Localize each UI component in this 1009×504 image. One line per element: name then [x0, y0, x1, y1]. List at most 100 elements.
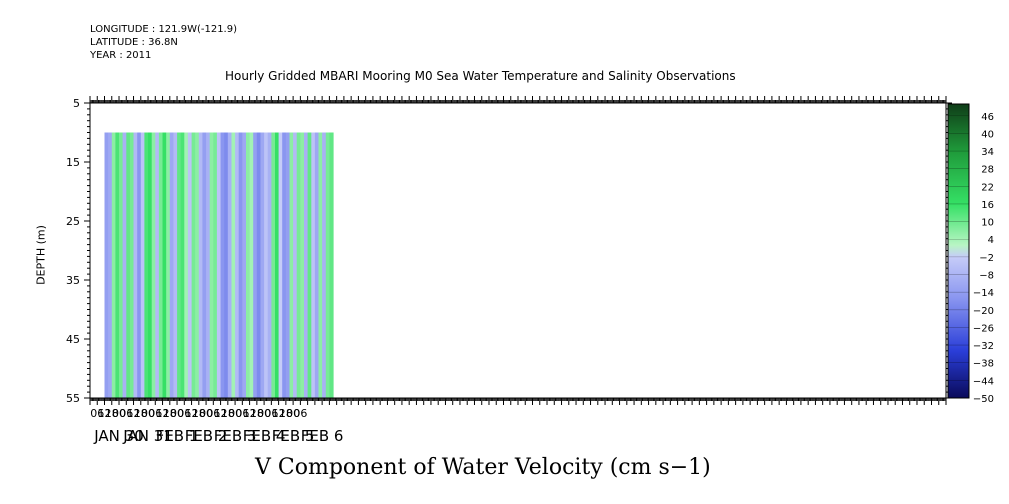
heatmap-band: [285, 132, 291, 398]
heatmap-band: [148, 132, 153, 398]
heatmap-band: [144, 132, 149, 398]
heatmap-band: [173, 132, 178, 398]
y-tick-label: 35: [66, 274, 80, 287]
heatmap-band: [169, 132, 174, 398]
x-day-label: FEB 3: [214, 427, 257, 445]
y-tick-label: 55: [66, 392, 80, 405]
heatmap-band: [206, 132, 211, 398]
x-tick-label: 18: [192, 407, 206, 420]
x-axis-title: V Component of Water Velocity (cm s−1): [255, 455, 711, 480]
x-tick-label: 18: [163, 407, 177, 420]
x-tick-label: 12: [185, 407, 199, 420]
heatmap-band: [158, 132, 164, 398]
colorbar-tick-label: 46: [981, 112, 994, 123]
colorbar-tick-label: 16: [981, 200, 994, 211]
heatmap-band: [119, 132, 124, 398]
heatmap-band: [129, 132, 135, 398]
x-tick-label: 18: [105, 407, 119, 420]
heatmap-band: [191, 132, 196, 398]
heatmap-band: [271, 132, 276, 398]
heatmap-band: [304, 132, 309, 398]
heatmap-band: [115, 132, 120, 398]
heatmap-band: [180, 132, 185, 398]
x-tick-label: 06: [90, 407, 104, 420]
x-tick-label: 00: [199, 407, 213, 420]
x-day-label: FEB 1: [156, 427, 199, 445]
x-tick-label: 00: [286, 407, 300, 420]
heatmap-band: [209, 132, 214, 398]
x-tick-label: 06: [293, 407, 307, 420]
colorbar-tick-label: −8: [979, 271, 994, 282]
heatmap-band: [242, 132, 247, 398]
heatmap-band: [151, 132, 156, 398]
heatmap-band: [260, 132, 265, 398]
heatmap-band: [314, 132, 320, 398]
heatmap-band: [238, 132, 243, 398]
heatmap-band: [231, 132, 236, 398]
heatmap-band: [278, 132, 283, 398]
colorbar-tick-label: −44: [973, 376, 994, 387]
x-day-label: JAN 30: [93, 427, 144, 445]
x-tick-label: 00: [112, 407, 126, 420]
x-tick-label: 06: [177, 407, 191, 420]
y-tick-label: 25: [66, 215, 80, 228]
colorbar-tick-label: −20: [973, 306, 994, 317]
x-tick-label: 06: [206, 407, 220, 420]
heatmap-band: [216, 132, 222, 398]
heatmap-band: [289, 132, 294, 398]
colorbar-scale: [947, 103, 970, 399]
heatmap-band: [104, 132, 109, 398]
x-tick-label: 00: [170, 407, 184, 420]
heatmap-band: [155, 132, 160, 398]
y-tick-label: 45: [66, 333, 80, 346]
colorbar-tick-label: 10: [981, 218, 994, 229]
heatmap-band: [140, 132, 145, 398]
y-tick-label: 5: [73, 97, 80, 110]
x-tick-label: 18: [221, 407, 235, 420]
colorbar-tick-label: 22: [981, 182, 994, 193]
heatmap-band: [133, 132, 138, 398]
colorbar-tick-label: −50: [973, 394, 994, 405]
x-tick-label: 18: [134, 407, 148, 420]
heatmap-band: [213, 132, 218, 398]
x-tick-label: 12: [127, 407, 141, 420]
x-day-label: FEB 5: [272, 427, 315, 445]
heatmap-band: [311, 132, 316, 398]
heatmap-band: [256, 132, 261, 398]
heatmap-band: [177, 132, 182, 398]
heatmap-band: [293, 132, 298, 398]
x-tick-label: 12: [214, 407, 228, 420]
x-tick-label: 18: [279, 407, 293, 420]
heatmap-band: [246, 132, 251, 398]
x-tick-label: 18: [250, 407, 264, 420]
colorbar-tick-label: −26: [973, 323, 994, 334]
x-day-label: FEB 4: [243, 427, 286, 445]
x-tick-label: 00: [257, 407, 271, 420]
colorbar: 46 40 34 28 22 16 10 4 −2 −8 −14 −20 −26 −32 −38 −44 −50: [947, 103, 994, 405]
heatmap-layer: [104, 132, 334, 398]
heatmap-band: [296, 132, 301, 398]
heatmap-band: [318, 132, 323, 398]
heatmap-band: [282, 132, 287, 398]
heatmap-band: [166, 132, 171, 398]
heatmap-band: [198, 132, 203, 398]
heatmap-band: [126, 132, 131, 398]
heatmap-band: [300, 132, 305, 398]
heatmap-band: [329, 132, 334, 398]
colorbar-tick-label: 28: [981, 165, 994, 176]
colorbar-tick-label: −32: [973, 341, 994, 352]
x-day-label: FEB 2: [185, 427, 228, 445]
x-day-label: FEB 6: [301, 427, 344, 445]
heatmap-band: [264, 132, 269, 398]
colorbar-tick-label: 40: [981, 129, 994, 140]
colorbar-tick-label: −38: [973, 359, 994, 370]
heatmap-band: [227, 132, 232, 398]
heatmap-band: [111, 132, 116, 398]
heatmap-band: [184, 132, 189, 398]
chart-title: Hourly Gridded MBARI Mooring M0 Sea Wate…: [225, 69, 736, 83]
heatmap-band: [322, 132, 327, 398]
x-tick-label: 06: [119, 407, 133, 420]
heatmap-band: [187, 132, 193, 398]
axes-layer: 5152535455506121800061218000612180006121…: [66, 96, 952, 445]
